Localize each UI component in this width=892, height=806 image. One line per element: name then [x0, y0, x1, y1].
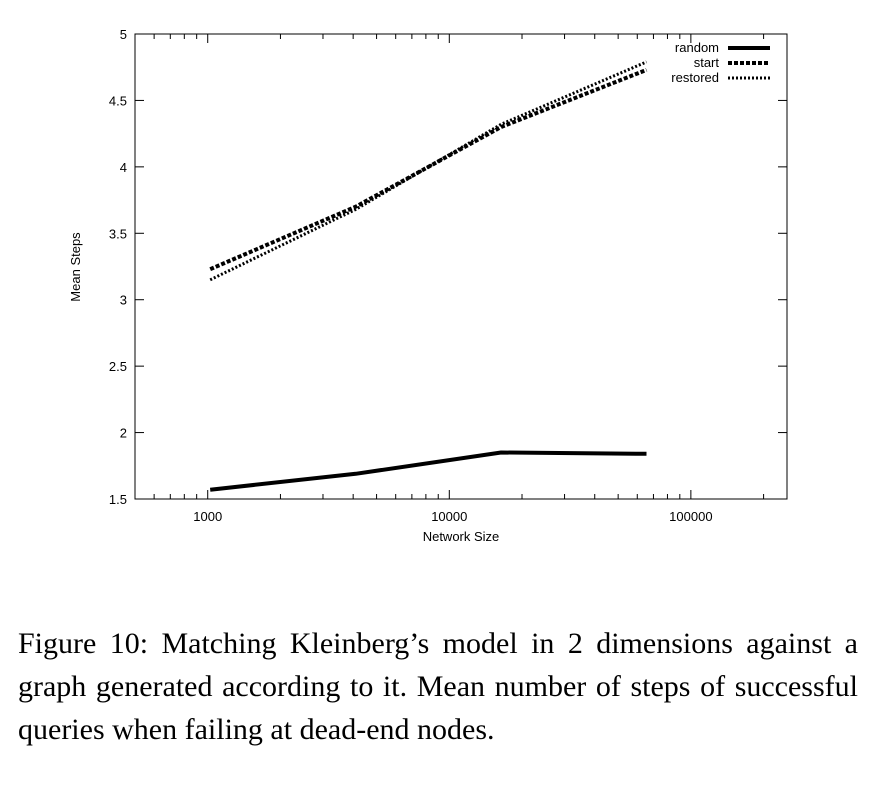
x-tick-label: 1000 [193, 509, 222, 524]
plot-frame [134, 33, 788, 500]
y-tick-label: 5 [120, 27, 127, 42]
x-tick-label: 100000 [669, 509, 712, 524]
y-tick-label: 1.5 [109, 492, 127, 507]
y-tick-label: 4.5 [109, 93, 127, 108]
legend-label-start: start [694, 55, 720, 70]
legend-label-restored: restored [671, 70, 719, 85]
x-axis-label: Network Size [423, 529, 500, 544]
y-tick-label: 2.5 [109, 359, 127, 374]
y-axis-ticks: 1.5 2 2.5 3 3.5 4 4.5 5 [109, 27, 787, 507]
y-axis-label: Mean Steps [68, 232, 83, 302]
series-line-start [209, 68, 648, 272]
y-tick-label: 2 [120, 426, 127, 441]
figure-caption: Figure 10: Matching Kleinberg’s model in… [18, 627, 858, 746]
legend-label-random: random [675, 40, 719, 55]
y-tick-label: 3 [120, 293, 127, 308]
y-tick-label: 4 [120, 160, 127, 175]
series-layer [209, 60, 648, 492]
x-axis-ticks: 1000 10000 100000 [134, 34, 765, 524]
series-line-random [209, 450, 647, 492]
chart: 1000 10000 100000 1.5 2 2.5 3 3.5 4 4.5 5 randoms… [68, 27, 788, 544]
series-line-restored [209, 60, 648, 282]
x-tick-label: 10000 [431, 509, 467, 524]
y-tick-label: 3.5 [109, 226, 127, 241]
